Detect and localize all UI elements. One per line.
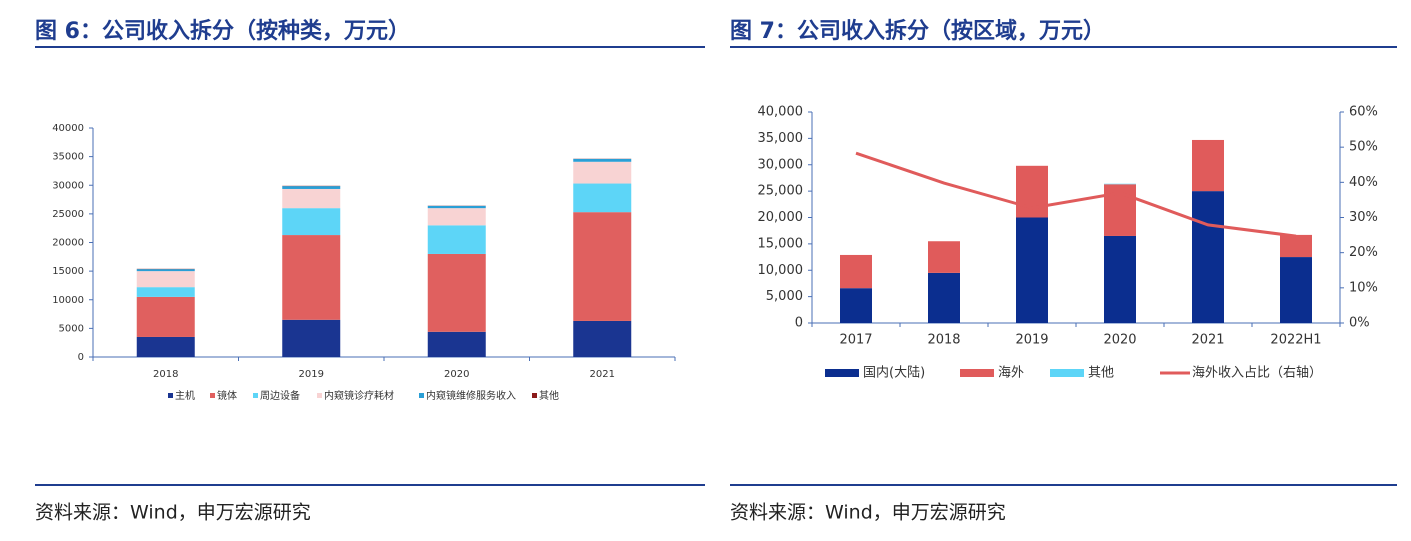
legend-label: 海外收入占比（右轴） [1192,366,1322,381]
legend-label: 其他 [539,389,559,402]
x-tick-label: 2018 [153,369,178,380]
y2-tick-label: 40% [1349,175,1378,190]
y-tick-label: 30,000 [758,157,804,172]
y-tick-label: 0 [795,316,803,331]
bar-segment [282,186,341,189]
bar-segment [136,271,195,288]
y-tick-label: 15,000 [758,236,804,251]
legend-label: 内窥镜维修服务收入 [426,389,516,402]
y-tick-label: 25000 [52,209,84,220]
x-tick-label: 2019 [299,369,324,380]
x-tick-label: 2022H1 [1270,333,1321,348]
bar-segment [928,272,960,323]
y2-tick-label: 0% [1349,316,1370,331]
source: 资料来源：Wind，申万宏源研究 [35,502,311,524]
bar-segment [573,320,632,357]
legend-label: 内窥镜诊疗耗材 [324,389,394,402]
legend-label: 其他 [1088,366,1114,381]
bar-segment [573,183,632,213]
y-tick-label: 30000 [52,180,84,191]
bar-segment [282,319,341,357]
bar-segment [136,296,195,337]
y-tick-label: 0 [78,352,84,363]
legend-label: 海外 [998,366,1024,381]
legend-marker [1050,369,1084,377]
x-tick-label: 2018 [927,333,960,348]
bar-segment [427,205,486,209]
legend-marker [317,393,322,398]
bar-segment [1280,257,1312,323]
bar-segment [1104,235,1136,323]
bar-segment [427,331,486,357]
y2-tick-label: 60% [1349,105,1378,120]
x-tick-label: 2020 [1103,333,1136,348]
y-tick-label: 35000 [52,152,84,163]
y-tick-label: 20000 [52,238,84,249]
y-tick-label: 10000 [52,295,84,306]
bar-segment [840,254,872,289]
source: 资料来源：Wind，申万宏源研究 [730,502,1006,524]
x-tick-label: 2019 [1015,333,1048,348]
bar-segment [427,208,486,226]
bar-segment [1016,165,1048,218]
legend-marker [532,393,537,398]
bar-segment [1280,234,1312,258]
legend-label: 国内(大陆) [863,365,925,381]
y-tick-label: 25,000 [758,184,804,199]
y-tick-label: 35,000 [758,131,804,146]
y-tick-label: 20,000 [758,210,804,225]
y-tick-label: 15000 [52,266,84,277]
y-tick-label: 10,000 [758,263,804,278]
chart-title: 图 6：公司收入拆分（按种类，万元） [35,18,410,44]
bar-segment [928,241,960,273]
y-tick-label: 40000 [52,123,84,134]
y-tick-label: 5000 [59,323,84,334]
bar-segment [282,208,341,236]
y2-tick-label: 10% [1349,280,1378,295]
bar-segment [136,336,195,357]
x-tick-label: 2021 [1191,333,1224,348]
x-tick-label: 2017 [839,333,872,348]
legend-marker [253,393,258,398]
bar-segment [282,188,341,209]
bar-segment [573,212,632,321]
y-tick-label: 5,000 [766,289,803,304]
bar-segment [136,269,195,272]
legend-marker [960,369,994,377]
bar-segment [136,287,195,297]
bar-segment [1192,139,1224,192]
x-tick-label: 2021 [590,369,615,380]
bar-segment [1104,183,1136,185]
bar-segment [427,253,486,332]
y2-tick-label: 50% [1349,140,1378,155]
legend-marker [419,393,424,398]
bar-segment [1192,191,1224,323]
y2-tick-label: 20% [1349,245,1378,260]
bar-segment [1016,217,1048,323]
y2-tick-label: 30% [1349,210,1378,225]
bar-segment [840,288,872,323]
x-tick-label: 2020 [444,369,469,380]
bar-segment [573,158,632,162]
legend-marker [825,369,859,377]
y-tick-label: 40,000 [758,105,804,120]
chart-title: 图 7：公司收入拆分（按区域，万元） [730,18,1105,44]
bar-segment [427,225,486,254]
bar-segment [573,161,632,184]
legend-label: 周边设备 [260,389,300,402]
bar-segment [282,235,341,320]
line-series [855,151,1297,238]
legend-marker [210,393,215,398]
legend-label: 主机 [175,389,195,402]
legend-marker [168,393,173,398]
legend-label: 镜体 [217,389,237,402]
